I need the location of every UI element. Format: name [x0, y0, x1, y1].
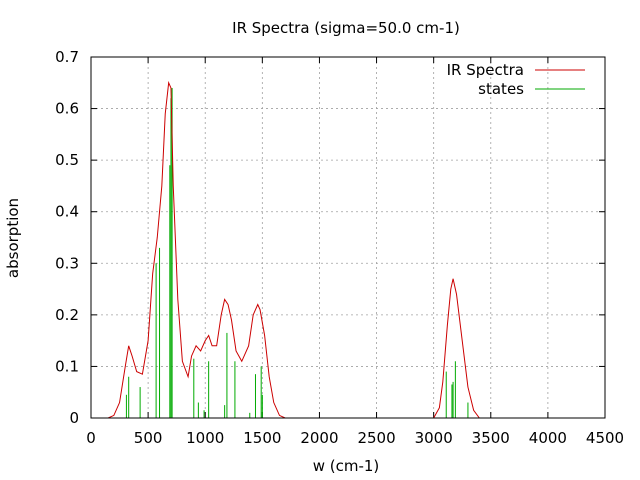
x-tick-label: 1000 — [186, 429, 224, 447]
x-tick-label: 500 — [134, 429, 163, 447]
y-tick-label: 0.1 — [55, 357, 79, 375]
legend-label-ir-spectra: IR Spectra — [447, 61, 524, 79]
y-tick-label: 0.2 — [55, 306, 79, 324]
x-tick-label: 4000 — [529, 429, 567, 447]
states-series — [125, 87, 469, 418]
x-tick-label: 1500 — [243, 429, 281, 447]
chart-title: IR Spectra (sigma=50.0 cm-1) — [232, 19, 460, 37]
x-tick-label: 3000 — [415, 429, 453, 447]
x-tick-label: 2500 — [357, 429, 395, 447]
legend-label-states: states — [478, 80, 524, 98]
ir-spectra-line — [91, 80, 605, 419]
ir-spectra-series — [91, 80, 605, 419]
x-tick-label: 4500 — [586, 429, 624, 447]
y-tick-label: 0.3 — [55, 254, 79, 272]
y-tick-label: 0.4 — [55, 203, 79, 221]
x-axis-label: w (cm-1) — [313, 457, 380, 475]
plot-frame — [90, 56, 606, 419]
y-axis-label: absorption — [4, 198, 22, 278]
x-tick-label: 2000 — [300, 429, 338, 447]
x-tick-label: 0 — [86, 429, 96, 447]
y-axis: 0 0.1 0.2 0.3 0.4 0.5 0.6 0.7 — [55, 48, 605, 427]
y-tick-label: 0.5 — [55, 151, 79, 169]
y-tick-label: 0 — [69, 409, 79, 427]
y-tick-label: 0.6 — [55, 100, 79, 118]
grid-lines — [91, 57, 605, 418]
x-axis: 0 500 1000 1500 2000 2500 3000 3500 4000 4500 — [86, 57, 624, 447]
y-tick-label: 0.7 — [55, 48, 79, 66]
x-tick-label: 3500 — [472, 429, 510, 447]
